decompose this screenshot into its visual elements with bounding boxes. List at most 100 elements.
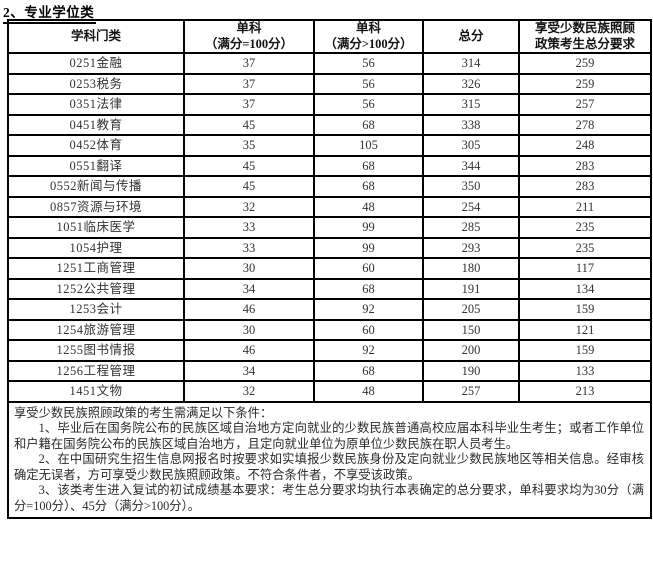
category-cell: 1254旅游管理 [7,318,185,341]
single-100-cell: 34 [183,359,315,382]
total-cell: 350 [422,175,520,198]
footnote-cell: 享受少数民族照顾政策的考生需满足以下条件： 1、毕业后在国务院公布的民族区域自治… [7,400,652,519]
single-100-cell: 46 [183,298,315,321]
total-cell: 150 [422,318,520,341]
single-100-cell: 33 [183,216,315,239]
single-over100-cell: 68 [313,359,424,382]
total-cell: 200 [422,339,520,362]
category-cell: 1255图书情报 [7,339,185,362]
minority-total-cell: 133 [518,359,652,382]
minority-total-cell: 278 [518,113,652,136]
minority-total-cell: 159 [518,339,652,362]
table-row: 1255图书情报 46 92 200 159 [7,339,652,362]
single-over100-cell: 68 [313,113,424,136]
single-over100-cell: 56 [313,52,424,75]
total-cell: 180 [422,257,520,280]
minority-total-cell: 248 [518,134,652,157]
table-row: 1054护理 33 99 293 235 [7,236,652,259]
single-100-cell: 45 [183,113,315,136]
total-cell: 293 [422,236,520,259]
column-header-single-over100-line1: 单科 [355,21,381,36]
total-cell: 285 [422,216,520,239]
single-100-cell: 32 [183,380,315,403]
single-100-cell: 45 [183,175,315,198]
minority-total-cell: 159 [518,298,652,321]
table-row: 0857资源与环境 32 48 254 211 [7,195,652,218]
single-over100-cell: 99 [313,216,424,239]
single-over100-cell: 92 [313,339,424,362]
footnote-row: 享受少数民族照顾政策的考生需满足以下条件： 1、毕业后在国务院公布的民族区域自治… [7,400,652,519]
total-cell: 205 [422,298,520,321]
table-row: 1251工商管理 30 60 180 117 [7,257,652,280]
total-cell: 314 [422,52,520,75]
minority-total-cell: 211 [518,195,652,218]
single-over100-cell: 99 [313,236,424,259]
column-header-minority: 享受少数民族照顾 政策考生总分要求 [518,19,652,54]
minority-total-cell: 121 [518,318,652,341]
column-header-minority-line2: 政策考生总分要求 [534,36,635,51]
total-cell: 305 [422,134,520,157]
column-header-total: 总分 [422,19,520,54]
single-100-cell: 30 [183,318,315,341]
minority-total-cell: 259 [518,72,652,95]
total-cell: 315 [422,93,520,116]
single-over100-cell: 60 [313,257,424,280]
category-cell: 1252公共管理 [7,277,185,300]
minority-total-cell: 235 [518,216,652,239]
single-100-cell: 35 [183,134,315,157]
single-over100-cell: 48 [313,380,424,403]
total-cell: 326 [422,72,520,95]
total-cell: 254 [422,195,520,218]
minority-total-cell: 283 [518,154,652,177]
single-over100-cell: 56 [313,72,424,95]
table-row: 0552新闻与传播 45 68 350 283 [7,175,652,198]
column-header-single-over100-line2: （满分>100分） [324,36,413,51]
table-row: 0452体育 35 105 305 248 [7,134,652,157]
single-100-cell: 32 [183,195,315,218]
single-100-cell: 46 [183,339,315,362]
minority-total-cell: 235 [518,236,652,259]
table-row: 1051临床医学 33 99 285 235 [7,216,652,239]
column-header-single-over100: 单科 （满分>100分） [313,19,424,54]
single-over100-cell: 68 [313,154,424,177]
category-cell: 1451文物 [7,380,185,403]
single-over100-cell: 105 [313,134,424,157]
footnote-item-1: 1、毕业后在国务院公布的民族区域自治地方定向就业的少数民族普通高校应届本科毕业生… [14,421,644,451]
total-cell: 344 [422,154,520,177]
table-row: 0253税务 37 56 326 259 [7,72,652,95]
minority-total-cell: 259 [518,52,652,75]
single-100-cell: 45 [183,154,315,177]
minority-total-cell: 134 [518,277,652,300]
total-cell: 338 [422,113,520,136]
table-row: 1253会计 46 92 205 159 [7,298,652,321]
total-cell: 191 [422,277,520,300]
table-row: 0351法律 37 56 315 257 [7,93,652,116]
total-cell: 257 [422,380,520,403]
category-cell: 0251金融 [7,52,185,75]
category-cell: 0857资源与环境 [7,195,185,218]
table-row: 0451教育 45 68 338 278 [7,113,652,136]
category-cell: 0451教育 [7,113,185,136]
category-cell: 0351法律 [7,93,185,116]
single-100-cell: 37 [183,72,315,95]
single-100-cell: 30 [183,257,315,280]
table-row: 1451文物 32 48 257 213 [7,380,652,403]
single-over100-cell: 60 [313,318,424,341]
category-cell: 1051临床医学 [7,216,185,239]
table-row: 1252公共管理 34 68 191 134 [7,277,652,300]
column-header-single-100-line1: 单科 [236,21,262,36]
single-over100-cell: 56 [313,93,424,116]
single-over100-cell: 68 [313,175,424,198]
category-cell: 0253税务 [7,72,185,95]
category-cell: 0452体育 [7,134,185,157]
column-header-category: 学科门类 [7,19,185,54]
category-cell: 1251工商管理 [7,257,185,280]
category-cell: 1256工程管理 [7,359,185,382]
column-header-single-100-line2: （满分=100分） [204,36,294,51]
header-row: 学科门类 单科 （满分=100分） 单科 （满分>100分） 总分 享受少数民族… [7,19,652,54]
single-100-cell: 34 [183,277,315,300]
minority-total-cell: 283 [518,175,652,198]
minority-total-cell: 213 [518,380,652,403]
minority-total-cell: 257 [518,93,652,116]
footnote-item-3: 3、该类考生进入复试的初试成绩基本要求：考生总分要求均执行本表确定的总分要求，单… [14,483,644,514]
